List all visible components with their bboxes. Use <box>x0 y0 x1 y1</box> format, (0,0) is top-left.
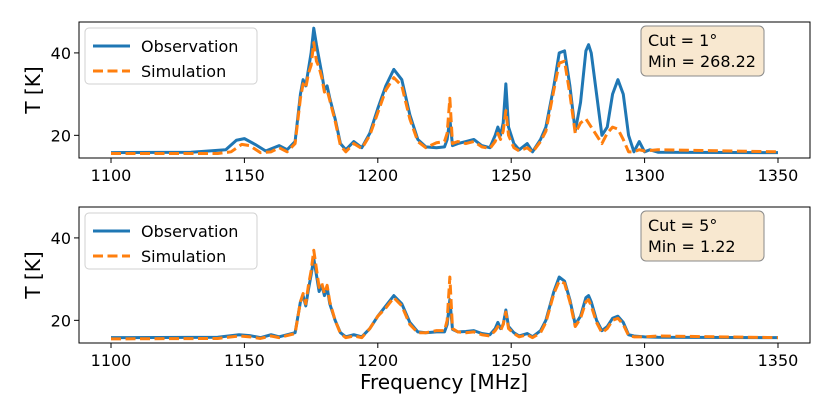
legend-label-observation: Observation <box>141 37 238 56</box>
top-panel: 1100 1150 1200 1250 1300 1350 20 40 T [K] Observa… <box>21 21 811 185</box>
series-group <box>111 26 779 155</box>
x-tick-label: 1300 <box>624 166 665 185</box>
x-tick-label: 1200 <box>357 351 398 370</box>
series-line-simulation <box>111 41 779 155</box>
annotation-box <box>640 210 765 262</box>
x-tick-label: 1200 <box>357 166 398 185</box>
x-tick-label: 1350 <box>758 166 799 185</box>
annotation-line: Cut = 5° <box>648 216 717 235</box>
x-tick-label: 1350 <box>758 351 799 370</box>
x-tick-label: 1250 <box>491 351 532 370</box>
y-axis-label: T [K] <box>21 66 45 114</box>
x-tick-label: 1300 <box>624 351 665 370</box>
annotation-box <box>640 25 765 77</box>
x-tick-label: 1150 <box>224 166 265 185</box>
legend-label-simulation: Simulation <box>141 247 226 266</box>
bottom-panel: 1100 1150 1200 1250 1300 1350 20 40 T [K] Observa… <box>21 206 811 370</box>
series-line-simulation <box>111 248 779 341</box>
annotation-line: Min = 1.22 <box>648 237 736 256</box>
x-tick-label: 1100 <box>91 351 132 370</box>
y-tick-label: 40 <box>51 44 71 63</box>
legend-label-simulation: Simulation <box>141 62 226 81</box>
x-tick-label: 1150 <box>224 351 265 370</box>
x-axis-label: Frequency [MHz] <box>360 370 528 394</box>
y-axis-label: T [K] <box>21 251 45 299</box>
y-tick-label: 20 <box>51 311 71 330</box>
annotation-line: Cut = 1° <box>648 31 717 50</box>
axes-frame <box>78 206 811 344</box>
y-tick-label: 20 <box>51 126 71 145</box>
x-tick-label: 1100 <box>91 166 132 185</box>
annotation-line: Min = 268.22 <box>648 52 756 71</box>
axes-frame <box>78 21 811 159</box>
legend-label-observation: Observation <box>141 222 238 241</box>
series-group <box>111 248 779 341</box>
x-tick-label: 1250 <box>491 166 532 185</box>
y-tick-label: 40 <box>51 229 71 248</box>
